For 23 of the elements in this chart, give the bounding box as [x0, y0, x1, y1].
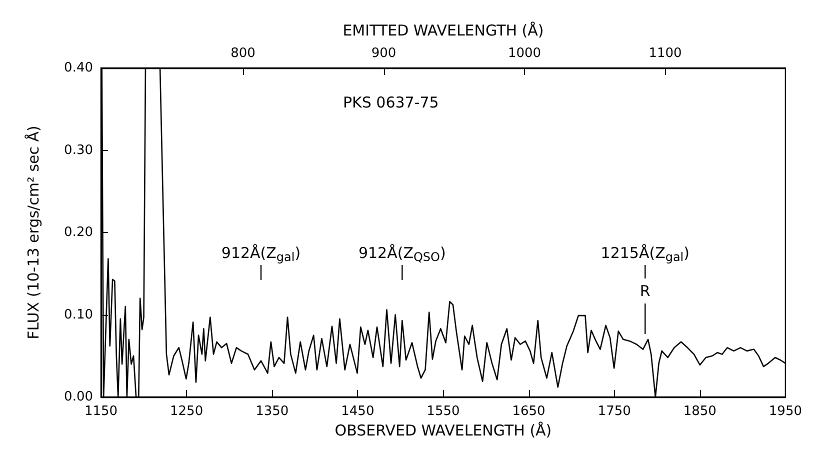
text: PKS 0637-75: [343, 94, 439, 112]
x-tick-label: 1350: [256, 404, 289, 419]
x2-axis-title: EMITTED WAVELENGTH (Å): [342, 22, 544, 40]
x-tick-label: 1750: [598, 404, 631, 419]
x-tick-label: 1850: [683, 404, 716, 419]
x-tick-label: 1250: [170, 404, 204, 419]
y-tick-label: 0.10: [64, 307, 93, 322]
x-tick-label: 1950: [768, 404, 802, 419]
x-tick-label: 1650: [512, 404, 546, 419]
annotation: R: [640, 282, 650, 300]
x-tick-label: 1450: [341, 404, 374, 419]
x-tick-label: 1550: [426, 404, 460, 419]
x2-tick-label: 800: [230, 46, 256, 61]
x-axis-title: OBSERVED WAVELENGTH (Å): [334, 422, 552, 440]
y-tick-label: 0.30: [64, 142, 93, 158]
x2-tick-label: 1000: [508, 46, 542, 61]
y-tick-label: 0.20: [64, 225, 93, 240]
x-tick-label: 1150: [84, 404, 118, 419]
x2-tick-label: 1100: [648, 46, 682, 61]
y-tick-label: 0.00: [64, 390, 93, 404]
x2-tick-label: 900: [371, 46, 396, 61]
y-axis-title: FLUX (10-13 ergs/cm² sec Å): [24, 126, 42, 340]
y-tick-label: 0.40: [64, 60, 93, 76]
